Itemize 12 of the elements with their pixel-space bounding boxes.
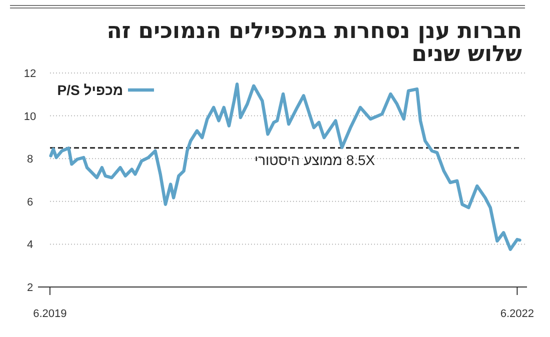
y-tick-label: 2 bbox=[26, 282, 34, 294]
x-tick-label: 6.2019 bbox=[33, 308, 67, 320]
legend-label: מכפיל P/S bbox=[57, 82, 123, 98]
line-series bbox=[49, 82, 522, 251]
y-tick-label: 8 bbox=[26, 154, 34, 166]
y-tick-label: 12 bbox=[24, 68, 36, 80]
x-tick-label: 6.2022 bbox=[500, 308, 534, 320]
chart-title: חברות ענן נסחרות במכפילים הנמוכים זה שלוש שנים bbox=[106, 19, 522, 67]
y-tick-label: 6 bbox=[26, 196, 34, 208]
ref-line-label: 8.5X ממוצע היסטורי bbox=[254, 152, 376, 168]
y-tick-label: 4 bbox=[26, 239, 34, 252]
y-tick-label: 10 bbox=[24, 110, 36, 123]
